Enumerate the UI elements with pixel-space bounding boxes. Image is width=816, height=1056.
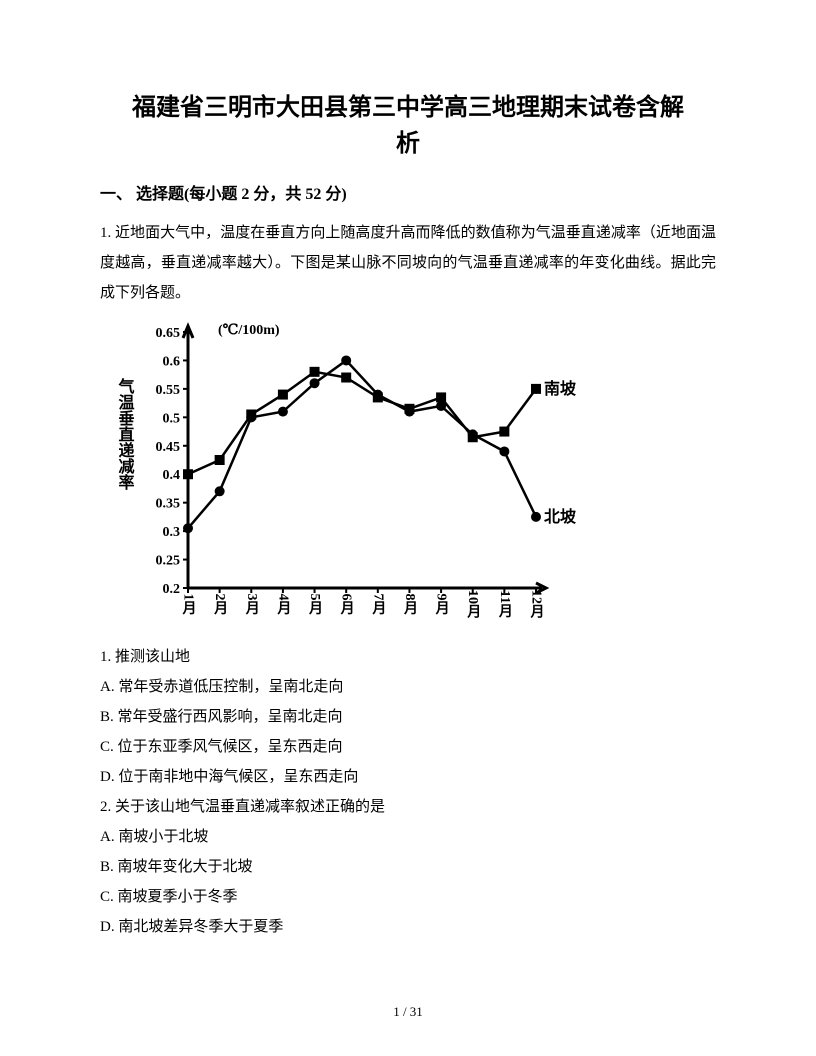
svg-text:5月: 5月 xyxy=(307,594,324,616)
q2-stem: 2. 关于该山地气温垂直递减率叙述正确的是 xyxy=(100,792,716,822)
svg-text:3月: 3月 xyxy=(244,594,261,616)
svg-text:1月: 1月 xyxy=(181,594,198,616)
svg-text:6月: 6月 xyxy=(339,594,356,616)
svg-text:南坡: 南坡 xyxy=(544,379,577,398)
q2-option-b: B. 南坡年变化大于北坡 xyxy=(100,852,716,882)
svg-text:9月: 9月 xyxy=(434,594,451,616)
svg-text:2月: 2月 xyxy=(212,594,229,616)
svg-text:北坡: 北坡 xyxy=(544,507,577,526)
svg-text:0.5: 0.5 xyxy=(163,411,181,426)
title-line2: 析 xyxy=(396,131,420,157)
svg-text:8月: 8月 xyxy=(402,594,419,616)
svg-text:0.25: 0.25 xyxy=(156,554,181,569)
svg-text:10月: 10月 xyxy=(465,590,482,619)
svg-text:气温垂直递减率: 气温垂直递减率 xyxy=(116,377,136,491)
q2-option-a: A. 南坡小于北坡 xyxy=(100,822,716,852)
svg-text:(℃/100m): (℃/100m) xyxy=(218,323,280,338)
svg-text:0.65: 0.65 xyxy=(156,326,181,341)
q2-option-c: C. 南坡夏季小于冬季 xyxy=(100,882,716,912)
title-line1: 福建省三明市大田县第三中学高三地理期末试卷含解 xyxy=(132,95,684,121)
svg-text:11月: 11月 xyxy=(497,590,514,619)
lapse-rate-chart: 0.2 0.25 0.3 0.35 0.4 0.45 0.5 0.55 0.6 0.65 (℃/10… xyxy=(110,314,590,634)
question-intro: 1. 近地面大气中，温度在垂直方向上随高度升高而降低的数值称为气温垂直递减率（近… xyxy=(100,218,716,308)
q1-option-d: D. 位于南非地中海气候区，呈东西走向 xyxy=(100,762,716,792)
q2-option-d: D. 南北坡差异冬季大于夏季 xyxy=(100,912,716,942)
document-title: 福建省三明市大田县第三中学高三地理期末试卷含解 析 xyxy=(100,90,716,162)
q1-option-c: C. 位于东亚季风气候区，呈东西走向 xyxy=(100,732,716,762)
svg-text:0.2: 0.2 xyxy=(163,582,181,597)
svg-text:4月: 4月 xyxy=(275,594,292,616)
svg-text:0.4: 0.4 xyxy=(163,468,181,483)
svg-text:0.3: 0.3 xyxy=(163,525,181,540)
svg-text:0.35: 0.35 xyxy=(156,497,181,512)
svg-text:0.55: 0.55 xyxy=(156,383,181,398)
page-footer: 1 / 31 xyxy=(0,1004,816,1020)
svg-text:7月: 7月 xyxy=(370,594,387,616)
svg-text:0.45: 0.45 xyxy=(156,440,181,455)
section-heading: 一、 选择题(每小题 2 分，共 52 分) xyxy=(100,180,716,204)
q1-option-a: A. 常年受赤道低压控制，呈南北走向 xyxy=(100,672,716,702)
svg-text:12月: 12月 xyxy=(529,590,546,619)
page: 福建省三明市大田县第三中学高三地理期末试卷含解 析 一、 选择题(每小题 2 分… xyxy=(0,0,816,982)
q1-option-b: B. 常年受盛行西风影响，呈南北走向 xyxy=(100,702,716,732)
q1-stem: 1. 推测该山地 xyxy=(100,642,716,672)
svg-text:0.6: 0.6 xyxy=(163,354,181,369)
